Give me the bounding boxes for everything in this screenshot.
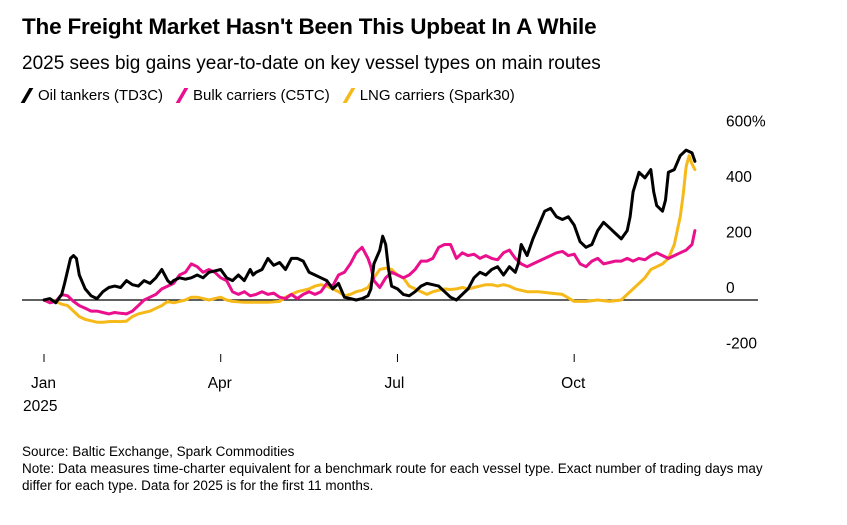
y-tick-label: 0 [726,280,735,297]
x-tick-label: Jul [384,375,404,392]
x-tick-sublabel: 2025 [23,398,57,415]
legend-item-lng-carriers: LNG carriers (Spark30) [342,87,515,104]
legend-label-lng-carriers: LNG carriers (Spark30) [359,87,515,104]
chart-footer: Source: Baltic Exchange, Spark Commoditi… [22,443,782,494]
series-line-lng-carriers-spark30 [42,154,697,324]
methodology-note: Note: Data measures time-charter equival… [22,461,763,493]
legend-item-bulk-carriers: Bulk carriers (C5TC) [175,87,330,104]
x-tick-label: Oct [561,375,586,392]
legend-label-oil-tankers: Oil tankers (TD3C) [38,87,164,104]
x-tick-label: Apr [208,375,232,392]
series-line-oil-tankers-td3c [42,148,697,305]
chart-title: The Freight Market Hasn't Been This Upbe… [22,14,597,39]
line-chart: 600% 400 200 0 -200 Jan 2025 Apr Jul Oct [22,114,766,415]
chart-subtitle: 2025 sees big gains year-to-date on key … [22,53,601,74]
y-tick-label: 200 [726,225,752,242]
y-tick-label: 600% [726,114,766,131]
source-note: Source: Baltic Exchange, Spark Commoditi… [22,444,295,459]
x-tick-label: Jan [31,375,56,392]
legend-label-bulk-carriers: Bulk carriers (C5TC) [193,87,330,104]
legend: Oil tankers (TD3C) Bulk carriers (C5TC) … [20,87,529,104]
y-tick-label: -200 [726,336,757,353]
y-tick-label: 400 [726,169,752,186]
legend-item-oil-tankers: Oil tankers (TD3C) [20,87,164,104]
series-line-bulk-carriers-c5tc [42,229,697,316]
